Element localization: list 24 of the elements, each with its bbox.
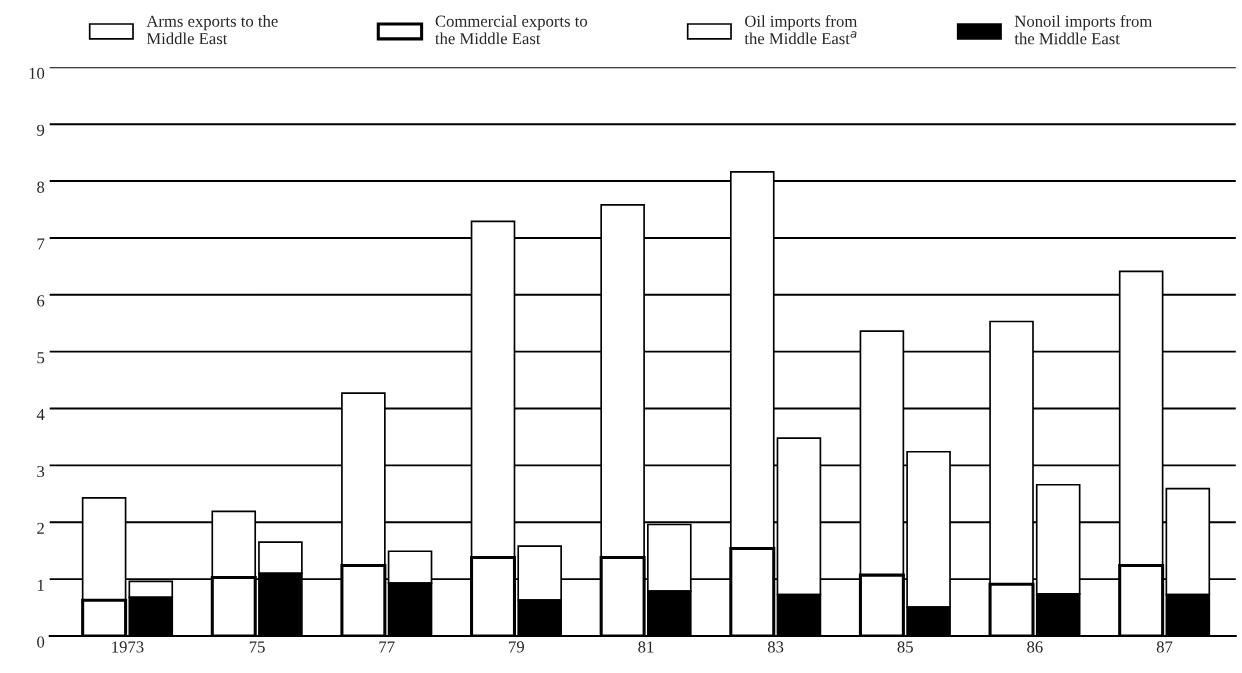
x-tick-label: 83	[767, 641, 784, 653]
y-tick-label: 7	[37, 238, 45, 250]
y-tick-label: 0	[37, 636, 45, 648]
legend-label: Oil imports from the Middle East$^{a}$	[744, 15, 858, 45]
y-tick-label: 1	[37, 579, 44, 591]
y-tick-label: 6	[37, 295, 45, 307]
x-tick-label: 75	[249, 641, 265, 653]
x-tick-label: 86	[1027, 641, 1043, 653]
y-tick-label: 8	[37, 181, 45, 193]
y-tick-label: 9	[37, 124, 45, 136]
x-tick-label: 1973	[112, 641, 144, 653]
legend-label: Commercial exports to the Middle East	[435, 15, 588, 45]
y-tick-label: 10	[29, 67, 45, 80]
y-tick-label: 5	[37, 352, 45, 364]
x-tick-label: 79	[509, 641, 524, 653]
legend-label: Arms exports to the Middle East	[146, 15, 278, 45]
legend-label: Nonoil imports from the Middle East	[1014, 15, 1153, 45]
x-tick-label: 87	[1156, 641, 1173, 653]
y-tick-label: 2	[37, 522, 44, 534]
x-tick-label: 81	[638, 641, 654, 653]
y-tick-label: 4	[36, 409, 45, 421]
x-tick-label: 77	[379, 641, 395, 653]
x-tick-label: 85	[897, 641, 913, 653]
y-tick-label: 3	[37, 465, 45, 478]
